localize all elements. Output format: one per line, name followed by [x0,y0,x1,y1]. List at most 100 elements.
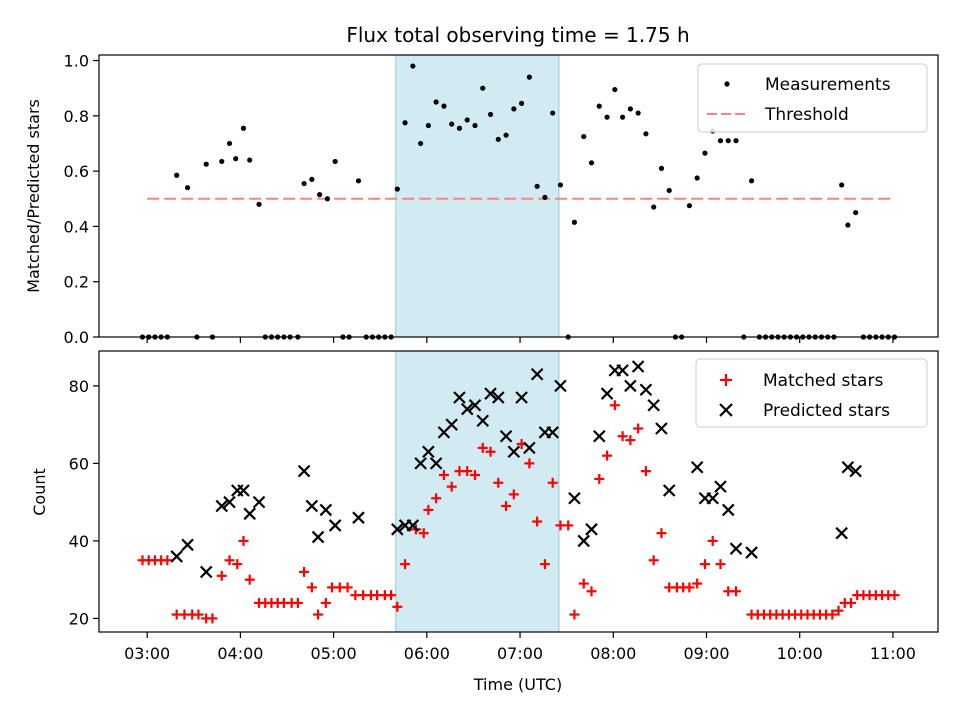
matched-star-point [342,582,353,593]
matched-star-point [578,578,589,589]
matched-star-point [292,597,303,608]
predicted-star-stroke-b [499,429,513,443]
measurement-point [317,192,323,198]
predicted-star-point [215,499,229,513]
predicted-star-point [655,422,668,435]
matched-star-point [418,528,429,539]
matched-star-point [594,473,605,484]
measurement-point [441,103,447,109]
predicted-star-stroke-b [616,364,629,377]
predicted-star-point [484,387,497,400]
measurement-point [309,176,315,183]
matched-star-point [889,590,900,601]
predicted-star-stroke-b [445,418,458,431]
matched-star-point [586,586,597,597]
measurement-point [526,74,532,80]
measurement-point [550,110,556,116]
measurement-point [394,186,400,192]
bottom-xtick-label: 09:00 [683,644,729,663]
matched-star-point [485,446,496,457]
legend-measurement-label: Measurements [765,75,891,95]
measurement-point [233,156,239,162]
predicted-star-point [476,414,490,428]
legend-predicted-marker [719,403,733,417]
predicted-star-point [311,530,325,544]
measurement-point [324,196,330,202]
matched-star-point [462,466,473,477]
predicted-star-point [297,464,311,478]
bottom-xtick-label: 06:00 [404,644,450,663]
bottom-y-axis-label: Count [30,468,49,516]
predicted-star-point [662,484,676,497]
predicted-star-point [721,503,735,517]
predicted-star-stroke-b [422,445,435,459]
matched-star-point [438,470,449,481]
measurement-point [596,103,602,109]
predicted-star-stroke-b [721,503,735,517]
measurement-point [581,133,587,140]
measurement-point [612,86,618,93]
measurement-point [519,100,525,106]
matched-star-point [306,582,317,593]
top-panel-yticks: 0.0 0.2 0.4 0.6 0.8 1.0 [64,52,99,347]
predicted-star-point [631,360,645,373]
measurement-point [418,140,424,147]
predicted-star-point [639,383,653,397]
matched-star-point [731,586,742,597]
matched-star-point [692,578,703,589]
matched-star-point [224,555,235,566]
bottom-xtick-label: 04:00 [217,644,263,663]
matched-star-point [162,555,173,566]
measurement-point [627,106,633,112]
predicted-star-point [305,499,319,513]
measurement-point [651,204,657,210]
legend-matched-label: Matched stars [763,371,883,391]
predicted-star-stroke-b [841,460,855,474]
matched-star-point [640,466,651,477]
predicted-star-point [616,364,629,377]
predicted-star-point [492,391,505,404]
matched-star-point [532,516,543,527]
measurement-point [240,125,247,131]
predicted-star-point [515,391,528,404]
bottom-panel-shade [395,350,560,633]
top-ytick-label: 1.0 [64,52,89,71]
predicted-star-stroke-b [215,499,229,513]
matched-star-point [569,609,580,620]
matched-star-point [648,555,659,566]
matched-star-point [423,504,434,515]
predicted-star-point [181,538,194,552]
measurement-point [702,150,708,156]
matched-star-point [563,520,574,531]
measurement-point [839,182,845,188]
predicted-star-stroke-b [546,426,559,439]
top-ytick-label: 0.2 [64,273,89,292]
predicted-star-stroke-b [460,402,474,416]
matched-star-point [207,613,218,624]
predicted-star-stroke-b [352,511,365,524]
predicted-star-point [647,398,660,412]
measurement-point [487,111,494,118]
top-ytick-label: 0.4 [64,217,89,236]
bottom-legend: Matched stars Predicted stars [695,358,928,428]
predicted-star-point [841,460,855,474]
measurement-point [686,203,693,209]
measurement-point [219,158,225,165]
predicted-star-stroke-b [639,383,653,397]
predicted-star-point [223,495,236,509]
matched-star-point [313,609,324,620]
legend-measurement-marker [724,81,730,87]
top-y-axis-label: Matched/Predicted stars [24,99,43,293]
predicted-star-stroke-b [655,422,668,435]
predicted-star-stroke-b [729,542,743,555]
predicted-star-stroke-b [631,360,645,373]
measurement-point [203,161,209,167]
measurement-point [332,158,338,165]
matched-star-point [625,435,636,446]
predicted-star-stroke-b [406,519,420,532]
matched-star-point [539,559,550,570]
predicted-star-point [577,534,591,548]
matched-star-point [699,559,710,570]
bottom-xtick-label: 03:00 [124,644,170,663]
